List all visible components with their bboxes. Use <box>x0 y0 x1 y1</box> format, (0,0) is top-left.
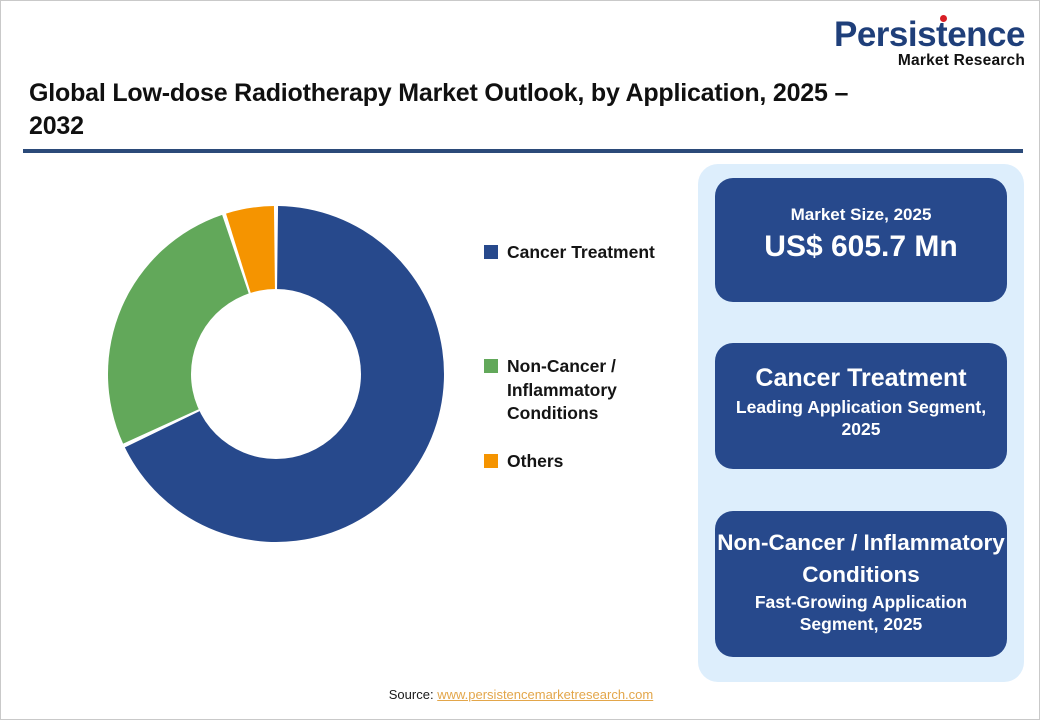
logo-wordmark: Persistence <box>833 15 1026 54</box>
highlights-panel: Market Size, 2025 US$ 605.7 Mn Cancer Tr… <box>698 164 1024 682</box>
legend-swatch-icon <box>484 359 498 374</box>
market-size-card-label: Market Size, 2025 <box>790 205 932 224</box>
chart-legend: Cancer Treatment Non-Cancer / Inflammato… <box>484 241 699 473</box>
donut-center-hole <box>191 289 361 459</box>
title-divider <box>23 149 1023 153</box>
market-size-card-value: US$ 605.7 Mn <box>764 230 958 264</box>
leading-segment-card-value: Cancer Treatment <box>755 364 967 392</box>
fast-growing-segment-card-value: Non-Cancer / Inflammatory Conditions <box>717 530 1005 587</box>
source-link[interactable]: www.persistencemarketresearch.com <box>437 687 654 702</box>
fast-growing-segment-card: Non-Cancer / Inflammatory Conditions Fas… <box>715 511 1007 657</box>
logo-red-dot-icon <box>939 15 947 22</box>
legend-swatch-icon <box>484 245 498 259</box>
source-label: Source: <box>388 687 434 702</box>
leading-segment-card: Cancer Treatment Leading Application Seg… <box>715 343 1007 469</box>
logo-wordmark-text: Persistence <box>833 15 1026 54</box>
brand-logo: Persistence Market Research <box>813 15 1026 69</box>
legend-item-label: Others <box>507 451 564 472</box>
source-footer: Source: www.persistencemarketresearch.co… <box>1 687 1039 702</box>
legend-item-label: Cancer Treatment <box>507 242 655 262</box>
donut-chart-svg <box>107 206 444 542</box>
market-size-card: Market Size, 2025 US$ 605.7 Mn <box>715 178 1007 302</box>
legend-item-cancer-treatment[interactable]: Cancer Treatment <box>484 241 699 264</box>
page-title: Global Low-dose Radiotherapy Market Outl… <box>29 79 849 140</box>
fast-growing-segment-card-label: Fast-Growing Application Segment, 2025 <box>754 592 968 635</box>
legend-swatch-icon <box>484 454 498 469</box>
legend-item-label: Non-Cancer / Inflammatory Conditions <box>507 356 617 423</box>
legend-item-others[interactable]: Others <box>484 450 699 473</box>
donut-chart <box>96 186 466 566</box>
legend-item-non-cancer-inflammatory-conditions[interactable]: Non-Cancer / Inflammatory Conditions <box>484 355 699 425</box>
leading-segment-card-label: Leading Application Segment, 2025 <box>735 397 987 440</box>
logo-tagline: Market Research <box>897 52 1025 69</box>
